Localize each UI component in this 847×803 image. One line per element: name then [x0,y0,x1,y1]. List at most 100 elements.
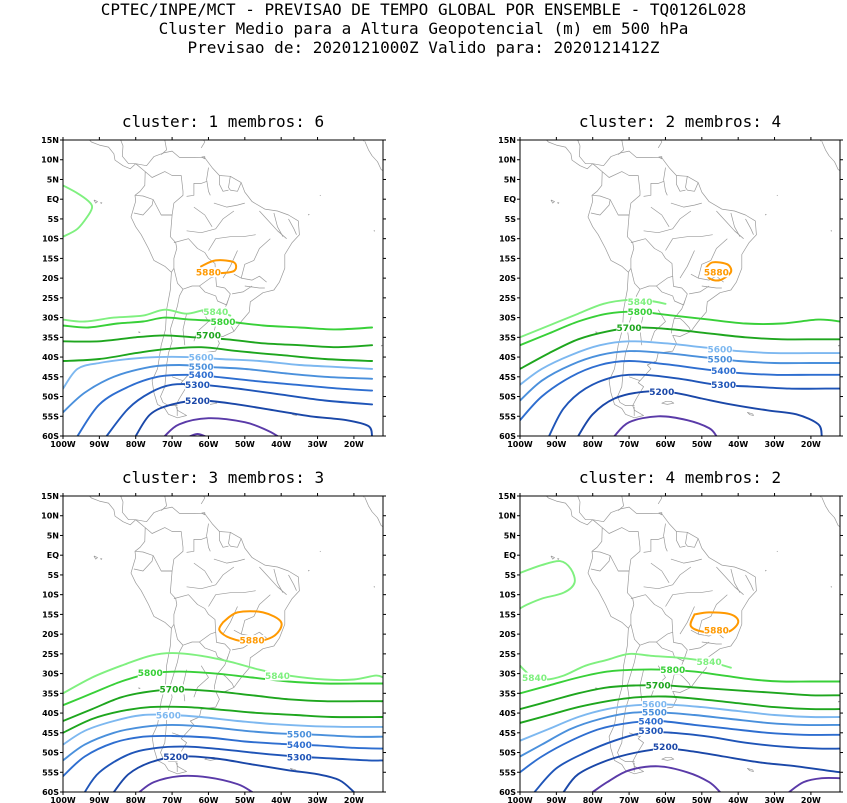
contour-label-5600: 5600 [156,711,181,721]
lat-label: 15N [498,136,516,145]
contour-label-5800: 5800 [660,666,685,676]
lat-label: 20S [499,274,516,283]
contour-label-5880: 5880 [240,636,265,646]
island-outline [595,331,598,333]
lon-label: 80W [583,796,603,803]
island-outline [138,687,141,689]
country-border [228,532,242,548]
lon-label: 50W [692,796,712,803]
lat-label: 25S [499,650,516,659]
country-border [670,558,702,564]
contour-label-bg [185,395,211,406]
lon-label: 40W [728,796,748,803]
contour-5300 [548,373,840,436]
contour-label-5800: 5800 [210,318,235,328]
country-border [240,238,271,279]
africa-coastline [363,140,365,142]
africa-coastline [364,141,383,172]
contour-label-bg [159,684,185,695]
lon-label: 90W [546,440,566,449]
contour-5500 [520,350,840,402]
header-line-3: Previsao de: 2020121000Z Valido para: 20… [187,38,660,57]
contour-label-5840: 5840 [203,308,228,318]
island-outline [837,700,840,703]
contour-5600 [63,355,374,390]
contour-label-bg [203,306,229,317]
lat-label: 15N [41,492,59,501]
map-frame [62,495,384,793]
contour-5800 [520,310,840,347]
contour-label-bg [265,670,291,681]
contour-label-bg [696,656,722,667]
lon-label: 50W [235,440,255,449]
contour-5200 [577,390,823,436]
coastline [193,140,206,149]
coastline [650,496,663,505]
contour-label-bg [286,739,312,750]
lat-label: 5S [48,215,60,224]
lat-label: 30S [42,314,59,323]
country-border [685,532,699,548]
contour-label-bg [642,699,668,710]
lon-label: 60W [198,796,218,803]
lat-label: 10S [42,235,59,244]
lon-label: 100W [50,440,76,449]
lon-label: 70W [619,440,639,449]
lat-label: 10S [499,235,516,244]
contour-label-5880: 5880 [704,626,729,636]
country-border [206,523,211,552]
contour-label-bg [185,379,211,390]
lon-label: 40W [271,440,291,449]
lat-label: 10S [42,591,59,600]
country-border [690,273,724,283]
contour-label-bg [616,322,642,333]
cluster-panel-title: cluster: 3 membros: 3 [121,468,325,487]
lon-label: 80W [126,796,146,803]
country-border [663,523,668,552]
contour-label-bg [239,635,265,646]
coastline [193,496,206,505]
lat-label: 20S [42,630,59,639]
africa-coastline [363,496,365,498]
country-border [208,590,256,607]
header-line-1: CPTEC/INPE/MCT - PREVISAO DE TEMPO GLOBA… [100,0,747,19]
contour-label-5800: 5800 [627,308,652,318]
country-border [193,562,213,583]
lon-label: 100W [507,796,533,803]
lon-label: 20W [344,796,364,803]
lat-label: EQ [47,551,59,560]
contour-label-bg [649,386,675,397]
contour-label-bg [638,725,664,736]
country-border [701,285,722,289]
lon-label: 80W [126,440,146,449]
lon-label: 70W [162,796,182,803]
country-border [689,641,710,651]
country-border [609,199,635,273]
lat-label: 25S [42,650,59,659]
country-border [730,212,741,237]
contour-label-5700: 5700 [646,682,671,692]
coastline [658,156,663,160]
lon-label: 30W [765,440,785,449]
contour-5800 [63,316,374,331]
lat-label: 20S [499,630,516,639]
coastline [545,496,594,526]
cluster-panel-title: cluster: 4 membros: 2 [578,468,782,487]
contour-5840 [63,184,94,238]
lon-label: 40W [271,796,291,803]
lon-label: 20W [801,796,821,803]
contour-label-bg [188,361,214,372]
country-border [676,175,686,192]
map-frame [519,139,841,437]
contour-5700 [520,684,840,711]
lat-label: EQ [47,195,59,204]
lon-label: 20W [801,440,821,449]
lon-label: 50W [692,440,712,449]
country-border [222,250,238,279]
country-border [144,171,184,216]
header-line-2: Cluster Medio para a Altura Geopotencial… [158,19,689,38]
